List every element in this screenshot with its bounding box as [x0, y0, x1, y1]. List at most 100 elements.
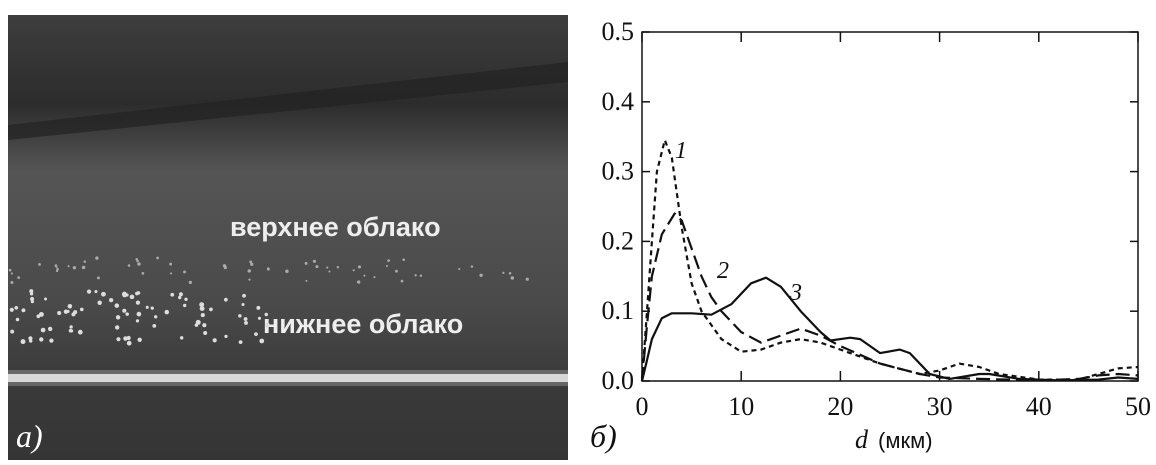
droplet [116, 337, 120, 341]
figure: верхнее облако нижнее облако а) б) d(мкм… [0, 0, 1156, 465]
droplet [414, 274, 416, 276]
panel-label: а) [16, 418, 43, 454]
droplet [151, 307, 154, 310]
droplet [373, 276, 375, 278]
droplet [509, 272, 512, 275]
droplet [201, 313, 205, 317]
series-label: 3 [789, 280, 802, 306]
droplet [239, 340, 243, 344]
droplet [387, 259, 390, 262]
droplet [265, 313, 268, 316]
droplet [154, 315, 157, 318]
droplet [128, 264, 131, 267]
y-tick-label: 0.2 [602, 226, 635, 255]
droplet [137, 262, 141, 266]
droplet [458, 268, 460, 270]
x-axis-label: d(мкм) [855, 425, 933, 454]
droplet [209, 307, 213, 311]
droplet [10, 281, 13, 284]
droplet [244, 317, 248, 321]
droplet [337, 266, 339, 268]
droplet [326, 267, 328, 269]
droplet [16, 318, 20, 322]
droplet [122, 309, 126, 313]
droplet [259, 339, 264, 344]
droplet [224, 335, 227, 338]
droplet [315, 265, 318, 268]
droplet [170, 293, 174, 297]
photo-label: нижнее облако [263, 309, 463, 339]
droplet [242, 303, 245, 306]
droplet [224, 298, 228, 302]
droplet [471, 265, 473, 267]
droplet [266, 325, 269, 328]
droplet [254, 332, 258, 336]
droplet [224, 266, 227, 269]
droplet [38, 263, 41, 266]
x-tick-label: 30 [927, 392, 953, 421]
droplet [84, 260, 87, 263]
droplet [73, 310, 77, 314]
droplet [420, 274, 422, 276]
x-tick-label: 50 [1125, 392, 1151, 421]
droplet [69, 329, 73, 333]
y-tick-label: 0.5 [602, 17, 635, 46]
droplet [69, 325, 72, 328]
droplet [11, 272, 13, 274]
droplet [169, 263, 172, 266]
droplet [213, 338, 217, 342]
panel-label: б) [590, 418, 617, 454]
droplet [170, 272, 172, 274]
droplet [137, 312, 142, 317]
droplet [178, 296, 181, 299]
droplet [14, 306, 18, 310]
x-axis-variable: d [855, 425, 869, 454]
droplet [136, 319, 139, 322]
droplet [44, 298, 47, 301]
droplet [123, 336, 127, 340]
droplet [184, 298, 187, 301]
droplet [401, 280, 404, 283]
droplet [80, 308, 84, 312]
photo: верхнее облако нижнее облако а) [8, 15, 568, 460]
droplet [135, 292, 139, 296]
droplet [138, 338, 142, 342]
droplet [21, 339, 26, 344]
droplet [9, 269, 12, 272]
x-tick-label: 10 [728, 392, 754, 421]
droplet [479, 274, 482, 277]
droplet [402, 258, 405, 261]
y-tick-label: 0.0 [602, 366, 635, 395]
droplet [39, 337, 43, 341]
droplet [29, 339, 32, 342]
droplet [203, 331, 207, 335]
droplet [244, 321, 248, 325]
droplet [502, 272, 504, 274]
droplet [183, 304, 186, 307]
droplet [386, 265, 388, 267]
x-tick-label: 20 [827, 392, 853, 421]
droplet [156, 257, 159, 260]
droplet [127, 341, 132, 346]
droplet [68, 265, 70, 267]
droplet [55, 266, 57, 268]
droplet [511, 276, 514, 279]
y-tick-label: 0.3 [602, 157, 635, 186]
photo-label: верхнее облако [230, 212, 441, 242]
droplet [142, 272, 145, 275]
droplet [57, 311, 61, 315]
droplet [48, 327, 52, 331]
droplet [17, 276, 20, 279]
droplet [200, 306, 205, 311]
droplet [267, 268, 270, 271]
droplet [30, 292, 33, 295]
droplet [73, 266, 76, 269]
droplet [87, 290, 91, 294]
droplet [526, 278, 529, 281]
series-label: 1 [675, 138, 687, 164]
series-line [642, 214, 1138, 382]
droplet [258, 317, 261, 320]
droplet [109, 298, 113, 302]
droplet [196, 320, 201, 325]
droplet [136, 301, 140, 305]
